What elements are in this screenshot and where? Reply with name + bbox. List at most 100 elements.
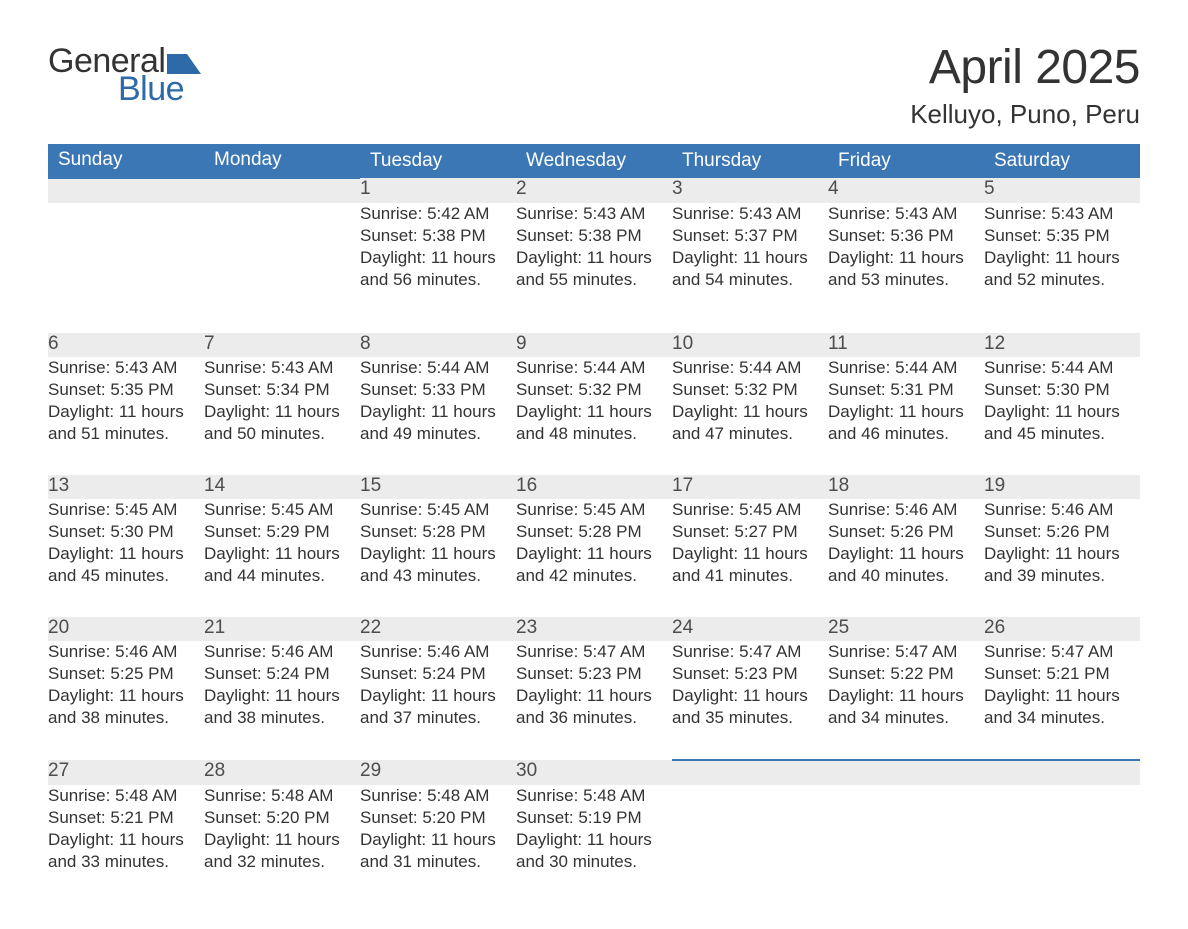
daylight-line: Daylight: 11 hours and 31 minutes. — [360, 829, 516, 873]
daylight-line: Daylight: 11 hours and 33 minutes. — [48, 829, 204, 873]
daylight-line: Daylight: 11 hours and 46 minutes. — [828, 401, 984, 445]
empty-day-cell — [204, 203, 360, 311]
day-cell: Sunrise: 5:43 AMSunset: 5:35 PMDaylight:… — [984, 203, 1140, 311]
sunset-line: Sunset: 5:24 PM — [204, 663, 360, 685]
sunrise-line: Sunrise: 5:46 AM — [204, 641, 360, 663]
day-cell: Sunrise: 5:42 AMSunset: 5:38 PMDaylight:… — [360, 203, 516, 311]
daylight-line: Daylight: 11 hours and 38 minutes. — [48, 685, 204, 729]
week-daynum-row: 6789101112 — [48, 333, 1140, 357]
day-number-cell: 22 — [360, 617, 516, 641]
sunset-line: Sunset: 5:35 PM — [48, 379, 204, 401]
calendar-table: Sunday Monday Tuesday Wednesday Thursday… — [48, 144, 1140, 893]
daylight-line: Daylight: 11 hours and 49 minutes. — [360, 401, 516, 445]
day-number-cell: 15 — [360, 475, 516, 499]
sunset-line: Sunset: 5:23 PM — [516, 663, 672, 685]
sunset-line: Sunset: 5:29 PM — [204, 521, 360, 543]
day-number-cell: 20 — [48, 617, 204, 641]
sunrise-line: Sunrise: 5:48 AM — [360, 785, 516, 807]
sunrise-line: Sunrise: 5:46 AM — [984, 499, 1140, 521]
day-number-cell: 26 — [984, 617, 1140, 641]
sunset-line: Sunset: 5:26 PM — [828, 521, 984, 543]
day-cell: Sunrise: 5:48 AMSunset: 5:20 PMDaylight:… — [360, 785, 516, 893]
week-daynum-row: 27282930 — [48, 760, 1140, 785]
calendar-page: General Blue April 2025 Kelluyo, Puno, P… — [0, 0, 1188, 929]
day-header: Tuesday — [360, 144, 516, 178]
day-header: Monday — [204, 144, 360, 178]
week-spacer — [48, 595, 1140, 617]
day-cell: Sunrise: 5:47 AMSunset: 5:23 PMDaylight:… — [672, 641, 828, 737]
day-header: Saturday — [984, 144, 1140, 178]
sunrise-line: Sunrise: 5:43 AM — [48, 357, 204, 379]
day-number-cell: 21 — [204, 617, 360, 641]
day-number-cell: 27 — [48, 760, 204, 785]
sunrise-line: Sunrise: 5:45 AM — [360, 499, 516, 521]
daylight-line: Daylight: 11 hours and 30 minutes. — [516, 829, 672, 873]
daylight-line: Daylight: 11 hours and 34 minutes. — [984, 685, 1140, 729]
sunset-line: Sunset: 5:28 PM — [516, 521, 672, 543]
week-content-row: Sunrise: 5:45 AMSunset: 5:30 PMDaylight:… — [48, 499, 1140, 595]
daylight-line: Daylight: 11 hours and 55 minutes. — [516, 247, 672, 291]
day-cell: Sunrise: 5:44 AMSunset: 5:32 PMDaylight:… — [672, 357, 828, 453]
sunset-line: Sunset: 5:36 PM — [828, 225, 984, 247]
day-cell: Sunrise: 5:45 AMSunset: 5:28 PMDaylight:… — [360, 499, 516, 595]
week-content-row: Sunrise: 5:46 AMSunset: 5:25 PMDaylight:… — [48, 641, 1140, 737]
sunset-line: Sunset: 5:25 PM — [48, 663, 204, 685]
sunset-line: Sunset: 5:34 PM — [204, 379, 360, 401]
day-number-cell: 24 — [672, 617, 828, 641]
sunrise-line: Sunrise: 5:43 AM — [672, 203, 828, 225]
day-number-cell: 17 — [672, 475, 828, 499]
sunset-line: Sunset: 5:21 PM — [48, 807, 204, 829]
day-cell: Sunrise: 5:43 AMSunset: 5:35 PMDaylight:… — [48, 357, 204, 453]
week-spacer — [48, 737, 1140, 760]
week-content-row: Sunrise: 5:43 AMSunset: 5:35 PMDaylight:… — [48, 357, 1140, 453]
sunrise-line: Sunrise: 5:47 AM — [984, 641, 1140, 663]
sunset-line: Sunset: 5:24 PM — [360, 663, 516, 685]
day-number-cell: 9 — [516, 333, 672, 357]
sunset-line: Sunset: 5:32 PM — [672, 379, 828, 401]
empty-day-cell — [828, 785, 984, 893]
daylight-line: Daylight: 11 hours and 47 minutes. — [672, 401, 828, 445]
logo-text-blue: Blue — [48, 72, 184, 106]
sunrise-line: Sunrise: 5:43 AM — [204, 357, 360, 379]
sunset-line: Sunset: 5:37 PM — [672, 225, 828, 247]
day-cell: Sunrise: 5:46 AMSunset: 5:26 PMDaylight:… — [828, 499, 984, 595]
day-number-cell: 4 — [828, 178, 984, 203]
sunset-line: Sunset: 5:35 PM — [984, 225, 1140, 247]
sunrise-line: Sunrise: 5:48 AM — [516, 785, 672, 807]
daylight-line: Daylight: 11 hours and 54 minutes. — [672, 247, 828, 291]
empty-day-number-cell — [204, 178, 360, 203]
location-subtitle: Kelluyo, Puno, Peru — [910, 99, 1140, 130]
sunset-line: Sunset: 5:20 PM — [204, 807, 360, 829]
sunset-line: Sunset: 5:22 PM — [828, 663, 984, 685]
day-number-cell: 12 — [984, 333, 1140, 357]
sunrise-line: Sunrise: 5:43 AM — [828, 203, 984, 225]
sunset-line: Sunset: 5:31 PM — [828, 379, 984, 401]
daylight-line: Daylight: 11 hours and 42 minutes. — [516, 543, 672, 587]
day-number-cell: 11 — [828, 333, 984, 357]
week-daynum-row: 13141516171819 — [48, 475, 1140, 499]
daylight-line: Daylight: 11 hours and 48 minutes. — [516, 401, 672, 445]
sunrise-line: Sunrise: 5:45 AM — [516, 499, 672, 521]
day-cell: Sunrise: 5:43 AMSunset: 5:37 PMDaylight:… — [672, 203, 828, 311]
week-spacer — [48, 453, 1140, 475]
day-cell: Sunrise: 5:46 AMSunset: 5:24 PMDaylight:… — [204, 641, 360, 737]
sunset-line: Sunset: 5:32 PM — [516, 379, 672, 401]
day-cell: Sunrise: 5:45 AMSunset: 5:30 PMDaylight:… — [48, 499, 204, 595]
empty-day-cell — [984, 785, 1140, 893]
sunrise-line: Sunrise: 5:42 AM — [360, 203, 516, 225]
daylight-line: Daylight: 11 hours and 44 minutes. — [204, 543, 360, 587]
day-cell: Sunrise: 5:43 AMSunset: 5:38 PMDaylight:… — [516, 203, 672, 311]
day-cell: Sunrise: 5:45 AMSunset: 5:29 PMDaylight:… — [204, 499, 360, 595]
day-cell: Sunrise: 5:48 AMSunset: 5:20 PMDaylight:… — [204, 785, 360, 893]
daylight-line: Daylight: 11 hours and 32 minutes. — [204, 829, 360, 873]
daylight-line: Daylight: 11 hours and 40 minutes. — [828, 543, 984, 587]
day-cell: Sunrise: 5:44 AMSunset: 5:31 PMDaylight:… — [828, 357, 984, 453]
day-cell: Sunrise: 5:43 AMSunset: 5:36 PMDaylight:… — [828, 203, 984, 311]
day-number-cell: 7 — [204, 333, 360, 357]
day-cell: Sunrise: 5:47 AMSunset: 5:23 PMDaylight:… — [516, 641, 672, 737]
day-header-row: Sunday Monday Tuesday Wednesday Thursday… — [48, 144, 1140, 178]
day-number-cell: 23 — [516, 617, 672, 641]
sunrise-line: Sunrise: 5:43 AM — [516, 203, 672, 225]
empty-day-number-cell — [984, 760, 1140, 785]
daylight-line: Daylight: 11 hours and 51 minutes. — [48, 401, 204, 445]
